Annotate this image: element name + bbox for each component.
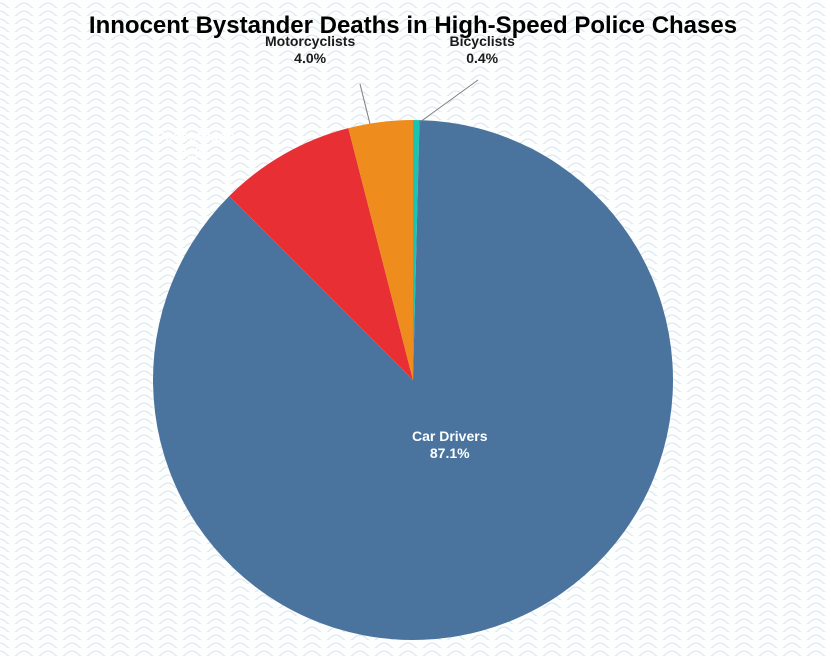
leader-line	[360, 84, 370, 124]
slice-label-pedestrians: Pedestrians8.5%	[156, 128, 235, 163]
slice-label-motorcyclists: Motorcyclists4.0%	[265, 33, 355, 68]
slice-label-car-drivers: Car Drivers87.1%	[412, 428, 488, 463]
pie-chart: Innocent Bystander Deaths in High-Speed …	[0, 0, 826, 656]
leader-line	[420, 80, 478, 122]
slice-label-bicyclists: Bicyclists0.4%	[450, 33, 515, 68]
pie-svg	[0, 0, 826, 656]
